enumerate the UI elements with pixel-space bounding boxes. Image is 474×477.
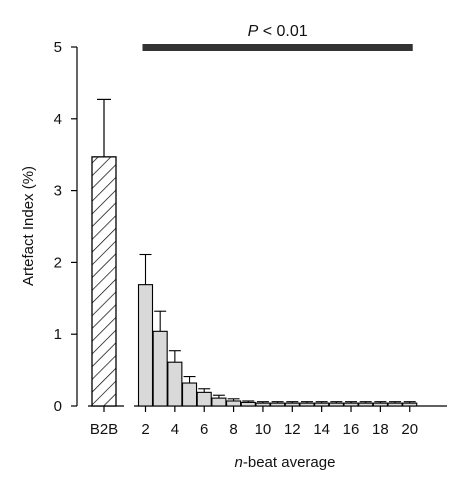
significance-bar [142, 44, 413, 51]
bar-n6 [196, 391, 212, 407]
bar-n11 [270, 402, 286, 407]
bar-n16 [343, 402, 359, 407]
y-tick-label: 5 [54, 39, 62, 56]
y-axis-label: Artefact Index (%) [20, 166, 37, 286]
x-axis: B2B 2 4 6 8 10 12 14 16 18 20 [88, 405, 447, 438]
x-tick-label: 20 [401, 421, 418, 438]
x-tick-label: 16 [343, 421, 360, 438]
x-tick-label: 4 [171, 421, 179, 438]
x-axis-label-rest: -beat average [243, 454, 336, 471]
error-bars [97, 98, 416, 404]
bar-n20 [402, 402, 418, 407]
x-tick-label: 18 [372, 421, 389, 438]
bar-n3 [152, 330, 168, 407]
x-axis-label: n-beat average [235, 454, 336, 471]
bar-n5 [181, 382, 198, 407]
x-axis-label-italic: n [235, 454, 243, 471]
x-tick-label: 12 [284, 421, 301, 438]
bars [91, 156, 418, 407]
bar-n13 [299, 402, 315, 407]
bar-n14 [314, 402, 330, 407]
y-tick-label: 4 [54, 111, 62, 128]
x-tick-label: 2 [141, 421, 149, 438]
y-axis: 0 1 2 3 4 5 [54, 39, 78, 415]
significance-label: P < 0.01 [248, 23, 308, 40]
significance-label-italic: P [248, 23, 259, 40]
bar-n9 [240, 401, 256, 407]
bar-n7 [211, 397, 227, 407]
x-tick-label-b2b: B2B [90, 421, 118, 438]
significance-label-rest: < 0.01 [258, 23, 307, 40]
bar-n12 [284, 402, 300, 407]
y-tick-label: 2 [54, 254, 62, 271]
bar-n2 [137, 284, 154, 407]
bar-n15 [328, 402, 344, 407]
bar-n4 [167, 361, 183, 407]
x-tick-label: 8 [229, 421, 237, 438]
bar-b2b [91, 156, 117, 407]
y-tick-label: 3 [54, 183, 62, 200]
x-tick-label: 10 [255, 421, 272, 438]
significance-annotation: P < 0.01 [142, 23, 413, 51]
x-tick-label: 6 [200, 421, 208, 438]
x-tick-label: 14 [313, 421, 330, 438]
bar-n10 [255, 402, 271, 407]
y-tick-label: 0 [54, 398, 62, 415]
bar-n19 [387, 402, 403, 407]
y-tick-label: 1 [54, 326, 62, 343]
bar-n18 [372, 402, 388, 407]
bar-n17 [358, 402, 374, 407]
bar-n8 [226, 400, 242, 407]
